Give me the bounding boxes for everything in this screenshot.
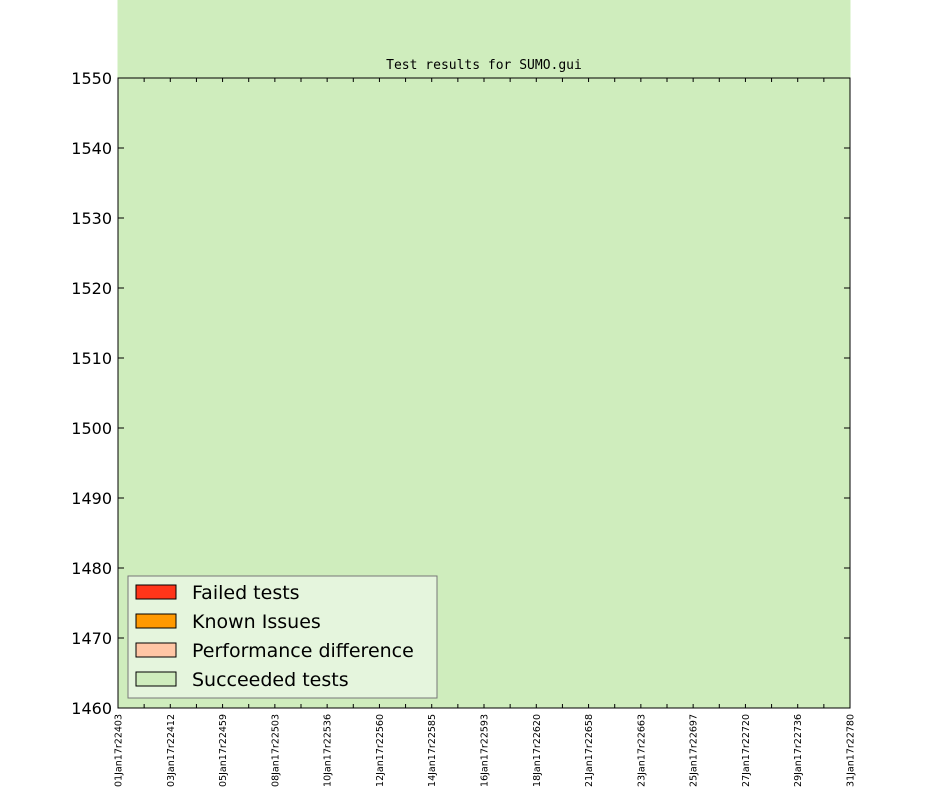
legend-label: Performance difference [192, 640, 414, 662]
legend-swatch-failed-tests [135, 584, 177, 600]
x-tick-label: 27Jan17r22720 [741, 714, 752, 787]
x-tick-label: 31Jan17r22780 [846, 714, 857, 787]
y-tick-label: 1460 [71, 699, 112, 718]
x-tick-label: 12Jan17r22560 [375, 714, 386, 787]
y-tick-label: 1470 [71, 629, 112, 648]
x-tick-label: 29Jan17r22736 [793, 714, 804, 787]
x-tick-label: 23Jan17r22663 [636, 714, 647, 787]
y-tick-label: 1510 [71, 349, 112, 368]
legend-swatch-performance-difference [135, 642, 177, 658]
x-tick-label: 05Jan17r22459 [218, 714, 229, 787]
y-tick-label: 1550 [71, 69, 112, 88]
x-tick-label: 10Jan17r22536 [323, 714, 334, 787]
legend-swatch-succeeded-tests [135, 671, 177, 687]
legend: Failed tests Known Issues Performance diff… [127, 575, 438, 699]
x-tick-label: 08Jan17r22503 [270, 714, 281, 787]
chart-title: Test results for SUMO.gui [386, 58, 582, 73]
y-tick-label: 1500 [71, 419, 112, 438]
x-tick-label: 25Jan17r22697 [689, 714, 700, 787]
legend-label: Failed tests [192, 582, 300, 604]
y-tick-label: 1540 [71, 139, 112, 158]
x-tick-label: 18Jan17r22620 [532, 714, 543, 787]
y-axis: 1460 1470 1480 1490 1500 1510 1520 1530 1540 1550 [71, 69, 850, 718]
x-axis: 01Jan17r22403 03Jan17r22412 05Jan17r22459 0… [114, 78, 857, 787]
x-tick-label: 21Jan17r22658 [584, 714, 595, 787]
x-tick-label: 03Jan17r22412 [166, 714, 177, 787]
legend-label: Succeeded tests [192, 669, 349, 691]
y-tick-label: 1530 [71, 209, 112, 228]
legend-swatch-known-issues [135, 613, 177, 629]
x-tick-label: 01Jan17r22403 [114, 714, 125, 787]
y-tick-label: 1490 [71, 489, 112, 508]
x-tick-label: 16Jan17r22593 [480, 714, 491, 787]
y-tick-label: 1480 [71, 559, 112, 578]
legend-label: Known Issues [192, 611, 321, 633]
x-tick-label: 14Jan17r22585 [427, 714, 438, 787]
y-tick-label: 1520 [71, 279, 112, 298]
legend-box [127, 575, 438, 699]
